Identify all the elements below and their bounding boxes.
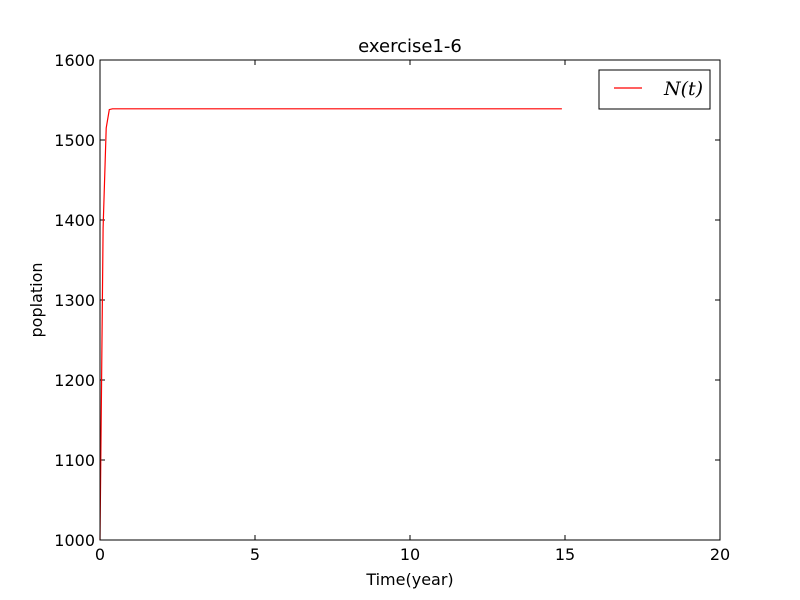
axis-ticks: 0 5 10 15 20 1000 1100 1200 1300 1400 1500 1600 [54, 51, 730, 564]
chart-title: exercise1-6 [358, 36, 462, 57]
series-layer [99, 108, 562, 541]
y-axis-label: poplation [27, 263, 46, 338]
y-tick-label: 1200 [54, 371, 95, 390]
x-tick-label: 20 [710, 545, 730, 564]
y-tick-label: 1400 [54, 211, 95, 230]
plot-frame [99, 59, 721, 541]
y-tick-label: 1300 [54, 291, 95, 310]
x-tick-label: 10 [400, 545, 420, 564]
x-tick-label: 0 [95, 545, 105, 564]
x-axis-label: Time(year) [365, 570, 453, 589]
y-tick-label: 1100 [54, 451, 95, 470]
y-tick-label: 1600 [54, 51, 95, 70]
y-tick-label: 1500 [54, 131, 95, 150]
x-tick-label: 5 [250, 545, 260, 564]
series-line-n-t [99, 108, 562, 541]
x-tick-label: 15 [555, 545, 575, 564]
legend: N(t) [598, 69, 711, 110]
legend-frame [598, 69, 711, 110]
y-tick-label: 1000 [54, 531, 95, 550]
legend-label: N(t) [663, 78, 703, 100]
